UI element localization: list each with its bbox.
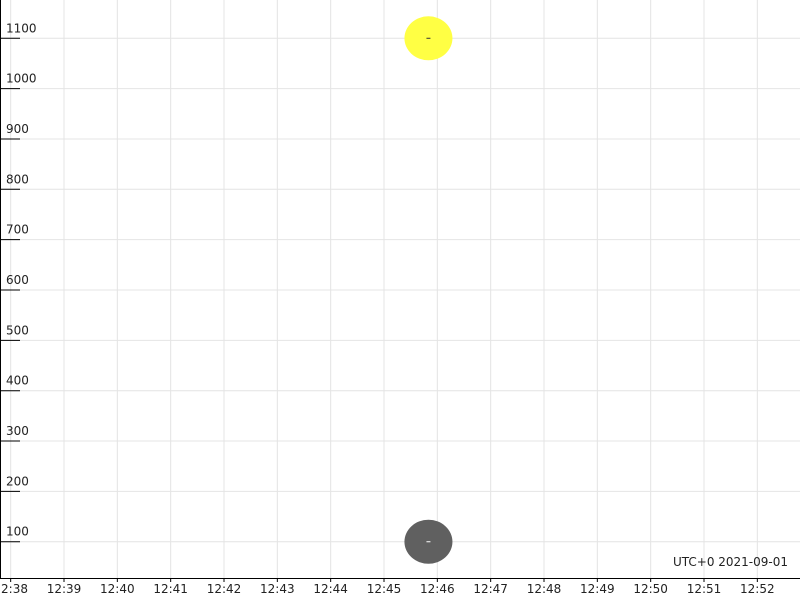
y-tick-label: 600 bbox=[6, 273, 29, 287]
x-axis: 12:38 12:39 12:40 12:41 12:42 12:43 12:44 12:45… bbox=[0, 578, 800, 596]
x-tick-label: 12:44 bbox=[313, 582, 348, 596]
y-axis: 100 200 300 400 500 600 700 800 900 1000 1100 bbox=[0, 0, 37, 578]
y-tick-label: 1000 bbox=[6, 72, 37, 86]
x-tick-label: 12:41 bbox=[153, 582, 188, 596]
y-tick-label: 200 bbox=[6, 474, 29, 488]
data-points bbox=[404, 16, 453, 564]
x-tick-label: 12:47 bbox=[473, 582, 508, 596]
y-tick-label: 700 bbox=[6, 223, 29, 237]
grid bbox=[0, 0, 800, 578]
y-tick-label: 1100 bbox=[6, 21, 37, 35]
y-tick-label: 800 bbox=[6, 172, 29, 186]
x-tick-label: 12:43 bbox=[260, 582, 295, 596]
x-tick-label: 12:49 bbox=[580, 582, 615, 596]
timezone-label: UTC+0 2021-09-01 bbox=[673, 555, 788, 569]
x-tick-label: 12:38 bbox=[0, 582, 28, 596]
x-tick-label: 12:52 bbox=[740, 582, 775, 596]
x-tick-label: 12:45 bbox=[367, 582, 402, 596]
x-tick-label: 12:48 bbox=[527, 582, 562, 596]
x-tick-label: 12:46 bbox=[420, 582, 455, 596]
y-tick-label: 100 bbox=[6, 525, 29, 539]
x-tick-label: 12:40 bbox=[100, 582, 135, 596]
x-tick-label: 12:39 bbox=[47, 582, 82, 596]
x-tick-label: 12:42 bbox=[207, 582, 242, 596]
y-tick-label: 300 bbox=[6, 424, 29, 438]
y-tick-label: 400 bbox=[6, 374, 29, 388]
y-tick-label: 500 bbox=[6, 323, 29, 337]
x-tick-label: 12:50 bbox=[633, 582, 668, 596]
x-tick-label: 12:51 bbox=[687, 582, 722, 596]
y-tick-label: 900 bbox=[6, 122, 29, 136]
